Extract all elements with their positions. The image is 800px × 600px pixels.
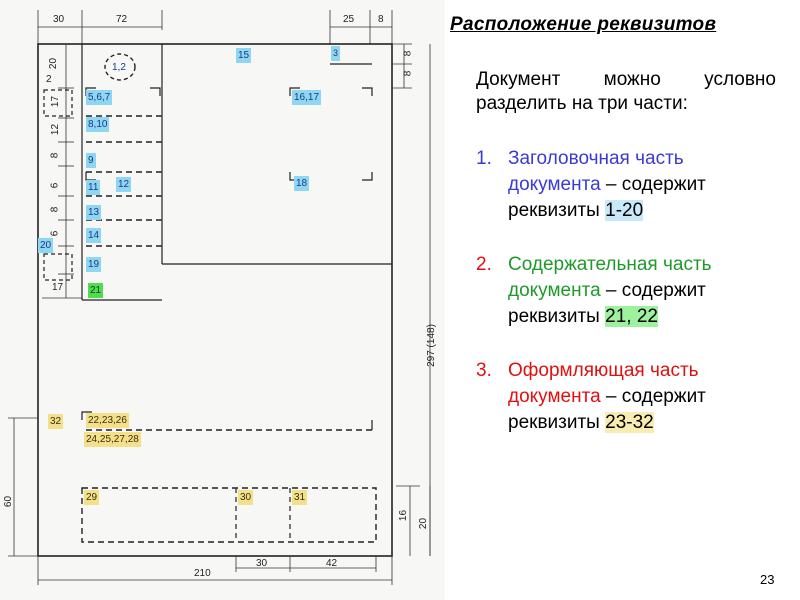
field-label-30: 30	[238, 490, 254, 505]
dim-left-12: 12	[50, 123, 62, 136]
header-dashed-lines	[86, 115, 162, 247]
dim-left-60: 60	[3, 495, 15, 508]
field-label-29: 29	[84, 490, 100, 505]
dim-bottom-210: 210	[194, 568, 211, 579]
dim-left-6a: 6	[49, 182, 61, 189]
requisite-range: 23-32	[605, 412, 654, 433]
top-dimension-lines	[37, 10, 393, 44]
field-label-16-17: 16,17	[292, 90, 322, 105]
right-dimension-lines	[392, 43, 431, 556]
bottom-signature-block	[81, 487, 377, 543]
dim-top-25: 25	[343, 14, 355, 25]
field-label-1-2: 1,2	[112, 62, 126, 73]
field-label-14: 14	[86, 228, 102, 243]
field-label-8-10: 8,10	[86, 117, 110, 132]
header-zone-lines	[81, 44, 392, 301]
field-label-31: 31	[292, 490, 308, 505]
bottom-dimension-lines	[37, 556, 393, 585]
dim-left-6b: 6	[49, 230, 61, 237]
connector-text: – содержит реквизиты	[508, 280, 706, 327]
slide-title: Расположение реквизитов	[450, 14, 717, 35]
page-number: 23	[760, 572, 775, 587]
requisite-range: 21, 22	[605, 306, 658, 327]
dim-top-72: 72	[116, 14, 128, 25]
list-text: Содержательная часть документа – содержи…	[508, 252, 776, 330]
dim-right-297: 297 (148)	[425, 324, 437, 367]
dim-left-17b: 17	[52, 282, 64, 293]
field-label-12: 12	[116, 177, 132, 192]
list-number: 1.	[476, 148, 492, 169]
dim-left-17: 17	[50, 95, 62, 108]
field-label-19: 19	[86, 257, 102, 272]
dim-bottom-30: 30	[256, 558, 268, 569]
left-dimension-lines	[8, 44, 74, 557]
field-label-18: 18	[294, 176, 310, 191]
field-label-9: 9	[86, 153, 96, 168]
page-frame	[37, 43, 393, 557]
field-label-13: 13	[86, 205, 102, 220]
left-box-top	[43, 89, 73, 117]
part-name: Содержательная часть документа	[508, 254, 712, 301]
dim-left-20: 20	[48, 57, 60, 70]
connector-text: – содержит реквизиты	[508, 174, 706, 221]
connector-text: – содержит реквизиты	[508, 386, 706, 433]
list-text: Заголовочная часть документа – содержит …	[508, 146, 776, 224]
intro-text: Документ можно условно разделить на три …	[476, 69, 776, 114]
list-text: Оформляющая часть документа – содержит р…	[508, 358, 776, 436]
paper-background	[0, 0, 445, 600]
form-layout-diagram	[0, 0, 445, 600]
part-name: Оформляющая часть документа	[508, 360, 699, 407]
field-label-11: 11	[86, 180, 101, 195]
dim-left-8b: 8	[49, 206, 61, 213]
field-label-32: 32	[48, 414, 64, 429]
field-label-15: 15	[236, 48, 252, 63]
dim-right-8a: 8	[402, 50, 414, 57]
field-label-20: 20	[38, 238, 54, 253]
dim-right-20: 20	[418, 517, 430, 530]
field-label-5-6-7: 5,6,7	[86, 90, 113, 105]
left-box-bottom	[43, 253, 73, 281]
dim-left-8: 8	[49, 152, 61, 159]
list-number: 2.	[476, 254, 492, 275]
requisite-range: 1-20	[605, 200, 644, 221]
field-label-21: 21	[88, 283, 104, 298]
dim-top-30: 30	[53, 14, 65, 25]
part-name: Заголовочная часть документа	[508, 148, 684, 195]
field-label-22-23-26: 22,23,26	[86, 413, 129, 428]
field-label-24-25-27-28: 24,25,27,28	[84, 432, 141, 447]
field-label-3: 3	[331, 46, 341, 61]
dim-right-8b: 8	[402, 70, 414, 77]
emblem-circle	[104, 53, 136, 81]
dim-top-8: 8	[378, 14, 384, 25]
dim-bottom-42: 42	[326, 558, 338, 569]
dim-right-16: 16	[398, 509, 410, 522]
content-zone-lines	[81, 411, 373, 431]
list-number: 3.	[476, 360, 492, 381]
title-area: Расположение реквизитов	[450, 14, 785, 36]
dim-left-2: 2	[46, 74, 52, 85]
